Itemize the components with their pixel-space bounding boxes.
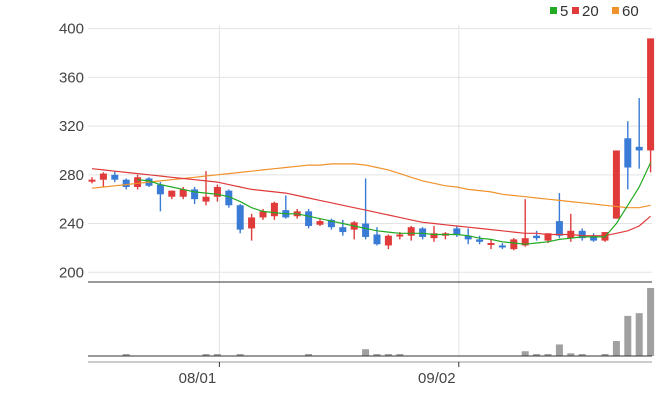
candle-body [487, 243, 495, 246]
y-tick-label: 400 [59, 21, 84, 38]
candle-body [430, 233, 438, 239]
candle-body [555, 221, 563, 236]
candle-body [647, 38, 655, 151]
volume-bars [122, 288, 655, 356]
legend: 5 20 60 [550, 3, 639, 20]
volume-bar [236, 354, 244, 356]
candle-body [453, 228, 461, 235]
volume-bar [305, 354, 313, 356]
legend-swatch [572, 7, 579, 14]
y-axis-ticks: 400 360 320 280 240 200 [59, 21, 84, 282]
moving-average-lines [91, 162, 652, 245]
candle-body [225, 190, 233, 206]
candle-body [99, 173, 107, 180]
ma5-line [137, 162, 652, 245]
candle-body [122, 179, 130, 187]
candle-body [88, 179, 96, 182]
candle-body [362, 223, 370, 237]
x-tick-label: 09/02 [418, 370, 456, 387]
candle-body [407, 227, 415, 236]
candle-body [612, 150, 620, 219]
candle-body [419, 228, 427, 237]
candle-body [590, 235, 598, 241]
ma60-line [91, 163, 651, 209]
volume-bar [612, 341, 620, 356]
candle-body [498, 245, 506, 248]
candle-body [202, 196, 210, 202]
candle-body [191, 189, 199, 200]
volume-bar [544, 354, 552, 356]
candle-body [111, 174, 119, 180]
candle-body [635, 146, 643, 151]
candle-body [510, 239, 518, 250]
candle-body [134, 177, 142, 187]
volume-bar [647, 288, 655, 356]
volume-bar [555, 344, 563, 356]
candle-body [259, 211, 267, 218]
volume-bar [533, 354, 541, 356]
candles [88, 38, 655, 251]
candle-body [305, 211, 313, 226]
candle-body [464, 235, 472, 240]
legend-swatch [612, 7, 619, 14]
legend-label: 20 [582, 3, 599, 20]
ma20-line [91, 168, 651, 237]
candle-body [168, 190, 176, 197]
y-tick-label: 240 [59, 216, 84, 233]
volume-bar [202, 354, 210, 356]
y-tick-label: 280 [59, 167, 84, 184]
candle-body [316, 221, 324, 225]
candle-body [327, 219, 335, 228]
legend-swatch [550, 7, 557, 14]
candle-body [396, 234, 404, 237]
candle-body [533, 235, 541, 239]
volume-bar [635, 313, 643, 356]
volume-bar [362, 349, 370, 356]
volume-bar [521, 351, 529, 356]
volume-bar [578, 354, 586, 356]
volume-bar [567, 353, 575, 356]
grid-lines [88, 25, 652, 356]
legend-label: 5 [560, 3, 568, 20]
volume-bar [384, 354, 392, 356]
candle-body [179, 189, 187, 197]
candle-body [521, 238, 529, 246]
candle-body [236, 205, 244, 230]
candle-body [384, 235, 392, 246]
volume-bar [122, 354, 130, 356]
candle-body [213, 186, 221, 197]
x-axis-ticks: 08/01 09/02 [179, 362, 460, 387]
candle-body [578, 230, 586, 239]
candle-body [270, 202, 278, 217]
legend-label: 60 [622, 3, 639, 20]
x-tick-label: 08/01 [179, 370, 217, 387]
candle-body [544, 233, 552, 241]
y-tick-label: 320 [59, 118, 84, 135]
volume-bar [373, 354, 381, 356]
candle-body [248, 217, 256, 229]
volume-bar [396, 354, 404, 356]
volume-bar [601, 354, 609, 356]
candle-body [624, 138, 632, 168]
volume-bar [624, 315, 632, 356]
volume-bar [213, 354, 221, 356]
candle-body [339, 227, 347, 233]
axes [88, 281, 652, 363]
candle-body [156, 184, 164, 195]
candle-body [373, 234, 381, 245]
y-tick-label: 200 [59, 264, 84, 281]
y-tick-label: 360 [59, 69, 84, 86]
candle-body [476, 239, 484, 242]
